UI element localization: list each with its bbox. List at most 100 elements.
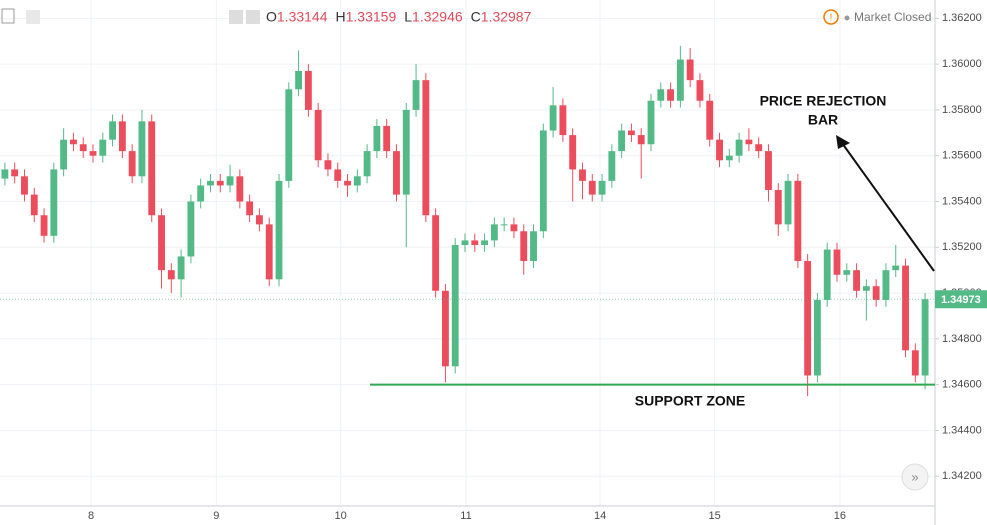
candle-body <box>265 224 273 280</box>
y-tick-label: 1.34200 <box>942 470 982 482</box>
candle-body <box>412 80 420 110</box>
x-tick-label: 15 <box>709 510 721 522</box>
y-tick-label: 1.36000 <box>942 58 982 70</box>
candle-body <box>304 70 312 110</box>
candle-body <box>11 169 19 177</box>
y-tick-label: 1.36200 <box>942 12 982 24</box>
candle-body <box>79 144 87 152</box>
candle-body <box>843 270 851 275</box>
candle-body <box>148 121 156 216</box>
legend-label: L <box>404 9 412 25</box>
candle-body <box>657 89 665 101</box>
symbol-icon[interactable] <box>1 8 15 24</box>
candle-body <box>667 89 675 101</box>
candle-body <box>853 270 861 291</box>
candle-body <box>236 176 244 202</box>
legend-label: O <box>266 9 277 25</box>
candle-body <box>530 231 537 262</box>
candle-body <box>647 100 655 145</box>
candle-body <box>735 139 743 156</box>
candle-body <box>1 169 9 179</box>
candle-body <box>725 155 733 161</box>
candle-body <box>872 286 880 300</box>
eye-icon[interactable] <box>229 10 243 24</box>
candle-body <box>314 109 322 161</box>
candle-body <box>686 59 694 81</box>
warning-mark: ! <box>830 13 833 24</box>
candle-body <box>158 215 165 271</box>
legend-label: C <box>471 9 481 25</box>
candle-body <box>774 190 782 225</box>
y-tick-label: 1.35800 <box>942 104 982 116</box>
candle-body <box>539 130 547 232</box>
annotation: PRICE REJECTION <box>760 93 887 109</box>
candle-body <box>99 139 107 156</box>
last-price-box <box>935 290 987 309</box>
scroll-button[interactable] <box>901 463 929 491</box>
candle-body <box>833 249 841 275</box>
candle-body <box>246 201 254 216</box>
candle-body <box>255 215 263 225</box>
candle-body <box>118 121 126 152</box>
candle-body <box>363 151 371 177</box>
candle-body <box>892 265 900 271</box>
candle-body <box>50 169 58 236</box>
candle-body <box>60 139 68 170</box>
y-tick-label: 1.35600 <box>942 150 982 162</box>
candle-body <box>549 105 557 131</box>
legend-value: 1.33144 <box>277 9 328 25</box>
legend-value: 1.33159 <box>346 9 397 25</box>
candle-body <box>451 244 459 367</box>
y-tick-label: 1.34800 <box>942 333 982 345</box>
candle-body <box>755 144 763 152</box>
candle-body <box>882 270 890 300</box>
candle-body <box>676 59 684 101</box>
candle-body <box>285 89 293 181</box>
settings-icon[interactable] <box>246 10 260 24</box>
candle-body <box>109 121 117 140</box>
candle-body <box>216 180 224 186</box>
y-tick-label: 1.35400 <box>942 195 982 207</box>
warning-icon <box>823 9 839 25</box>
compare-icon[interactable] <box>26 10 40 24</box>
candle-body <box>579 169 586 181</box>
x-tick-label: 8 <box>88 510 94 522</box>
candle-body <box>823 249 831 300</box>
candle-body <box>637 135 645 145</box>
annotation: SUPPORT ZONE <box>635 393 745 409</box>
status-dot <box>844 15 850 21</box>
candle-body <box>207 180 214 186</box>
candle-body <box>794 180 802 262</box>
candle-body <box>500 224 508 226</box>
y-tick-label: 1.34400 <box>942 424 982 436</box>
candle-body <box>716 139 723 161</box>
y-tick-label: 1.34600 <box>942 379 982 391</box>
candle-body <box>30 194 38 216</box>
x-tick-label: 16 <box>834 510 846 522</box>
legend-value: 1.32946 <box>412 9 463 25</box>
candle-body <box>745 139 753 145</box>
candle-body <box>490 224 498 241</box>
candle-body <box>334 169 342 181</box>
candle-body <box>813 299 821 376</box>
candle-body <box>921 299 929 376</box>
candle-body <box>441 290 449 367</box>
candle-body <box>765 151 772 191</box>
candle-body <box>520 231 528 262</box>
candle-body <box>40 215 48 236</box>
x-tick-label: 9 <box>213 510 219 522</box>
candle-body <box>167 270 175 280</box>
candle-body <box>402 109 410 195</box>
candle-body <box>706 100 714 140</box>
candle-body <box>383 125 391 152</box>
candle-body <box>177 256 185 280</box>
candle-body <box>187 201 195 257</box>
candle-body <box>598 180 606 195</box>
candle-body <box>197 185 205 202</box>
x-tick-label: 10 <box>335 510 347 522</box>
candle-body <box>393 151 400 195</box>
candle-body <box>784 180 792 225</box>
scroll-icon[interactable]: » <box>911 469 918 484</box>
candle-body <box>89 151 97 156</box>
